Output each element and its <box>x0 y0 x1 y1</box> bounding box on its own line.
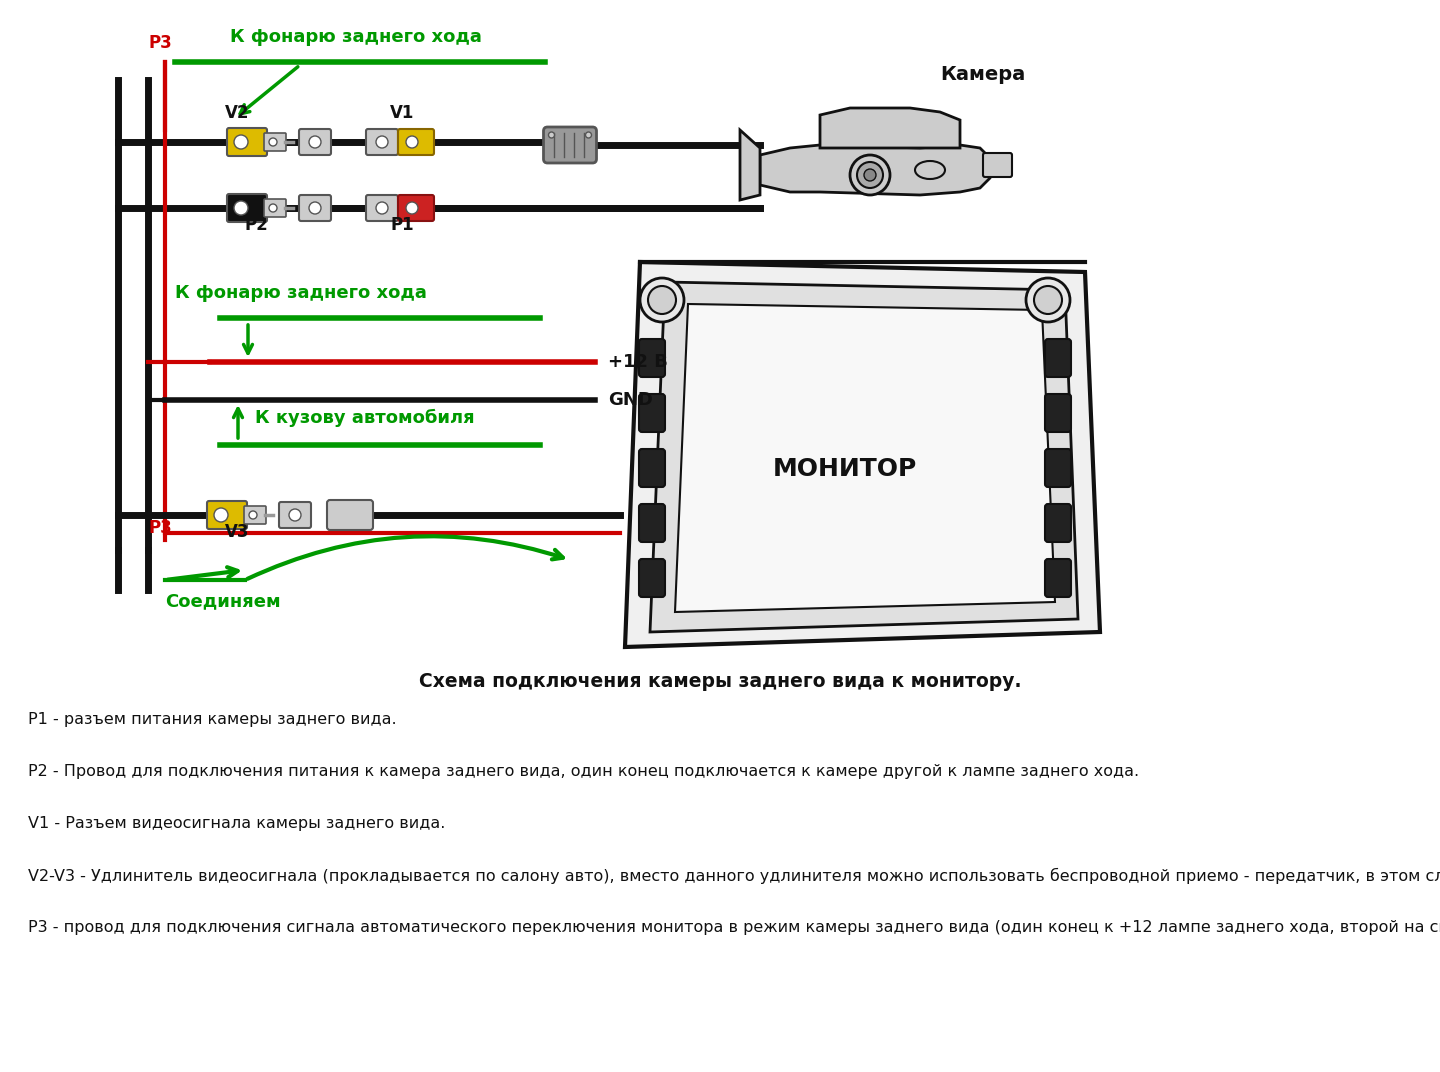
FancyBboxPatch shape <box>366 195 397 221</box>
Polygon shape <box>649 282 1079 632</box>
Circle shape <box>310 136 321 148</box>
Circle shape <box>376 202 387 214</box>
Text: V1: V1 <box>390 104 415 122</box>
Circle shape <box>376 136 387 148</box>
Circle shape <box>269 204 276 212</box>
Polygon shape <box>625 262 1100 647</box>
FancyBboxPatch shape <box>397 195 433 221</box>
Text: К фонарю заднего хода: К фонарю заднего хода <box>176 284 426 302</box>
Circle shape <box>269 138 276 146</box>
Circle shape <box>406 136 418 148</box>
FancyBboxPatch shape <box>243 506 266 524</box>
FancyBboxPatch shape <box>1045 339 1071 377</box>
Circle shape <box>586 132 592 138</box>
FancyBboxPatch shape <box>984 153 1012 177</box>
Circle shape <box>639 278 684 322</box>
FancyBboxPatch shape <box>279 502 311 528</box>
Circle shape <box>310 202 321 214</box>
Circle shape <box>850 155 890 195</box>
FancyBboxPatch shape <box>639 339 665 377</box>
FancyBboxPatch shape <box>327 500 373 530</box>
Text: P1 - разъем питания камеры заднего вида.: P1 - разъем питания камеры заднего вида. <box>27 712 396 727</box>
Text: P3 - провод для подключения сигнала автоматического переключения монитора в режи: P3 - провод для подключения сигнала авто… <box>27 920 1440 935</box>
FancyBboxPatch shape <box>264 199 287 217</box>
Text: Схема подключения камеры заднего вида к монитору.: Схема подключения камеры заднего вида к … <box>419 672 1021 691</box>
FancyBboxPatch shape <box>1045 394 1071 432</box>
FancyBboxPatch shape <box>366 129 397 155</box>
Text: P2: P2 <box>245 215 269 234</box>
Text: К фонарю заднего хода: К фонарю заднего хода <box>230 28 482 46</box>
Circle shape <box>233 202 248 215</box>
Text: V3: V3 <box>225 523 249 541</box>
FancyBboxPatch shape <box>1045 504 1071 542</box>
Circle shape <box>648 286 675 314</box>
FancyBboxPatch shape <box>1045 559 1071 597</box>
Ellipse shape <box>914 161 945 179</box>
Text: К кузову автомобиля: К кузову автомобиля <box>255 408 475 427</box>
Circle shape <box>406 202 418 214</box>
Polygon shape <box>760 145 991 195</box>
Circle shape <box>1025 278 1070 322</box>
Text: P3: P3 <box>148 34 171 53</box>
Circle shape <box>249 511 256 519</box>
Text: P2 - Провод для подключения питания к камера заднего вида, один конец подключает: P2 - Провод для подключения питания к ка… <box>27 764 1139 779</box>
Circle shape <box>857 162 883 188</box>
Text: Камера: Камера <box>940 65 1025 84</box>
Circle shape <box>289 509 301 521</box>
Text: МОНИТОР: МОНИТОР <box>773 458 917 481</box>
Text: V2-V3 - Удлинитель видеосигнала (прокладывается по салону авто), вместо данного : V2-V3 - Удлинитель видеосигнала (проклад… <box>27 868 1440 884</box>
Polygon shape <box>819 108 960 148</box>
Text: GND: GND <box>608 391 652 410</box>
FancyBboxPatch shape <box>264 133 287 151</box>
Polygon shape <box>675 304 1056 612</box>
Text: +12 В: +12 В <box>608 353 668 371</box>
FancyBboxPatch shape <box>300 195 331 221</box>
Circle shape <box>549 132 554 138</box>
FancyBboxPatch shape <box>639 449 665 487</box>
Circle shape <box>233 135 248 149</box>
Text: V1 - Разъем видеосигнала камеры заднего вида.: V1 - Разъем видеосигнала камеры заднего … <box>27 816 445 831</box>
FancyBboxPatch shape <box>1045 449 1071 487</box>
FancyBboxPatch shape <box>228 194 266 222</box>
FancyBboxPatch shape <box>228 128 266 157</box>
Text: P1: P1 <box>390 215 413 234</box>
Text: Соединяем: Соединяем <box>166 592 281 610</box>
Text: P3: P3 <box>148 519 171 537</box>
Text: V2: V2 <box>225 104 249 122</box>
FancyBboxPatch shape <box>543 126 596 163</box>
FancyBboxPatch shape <box>207 501 248 528</box>
FancyBboxPatch shape <box>639 394 665 432</box>
FancyBboxPatch shape <box>639 504 665 542</box>
FancyBboxPatch shape <box>300 129 331 155</box>
FancyBboxPatch shape <box>397 129 433 155</box>
Polygon shape <box>740 130 760 200</box>
FancyBboxPatch shape <box>639 559 665 597</box>
Circle shape <box>1034 286 1063 314</box>
Circle shape <box>864 169 876 181</box>
Circle shape <box>215 508 228 522</box>
